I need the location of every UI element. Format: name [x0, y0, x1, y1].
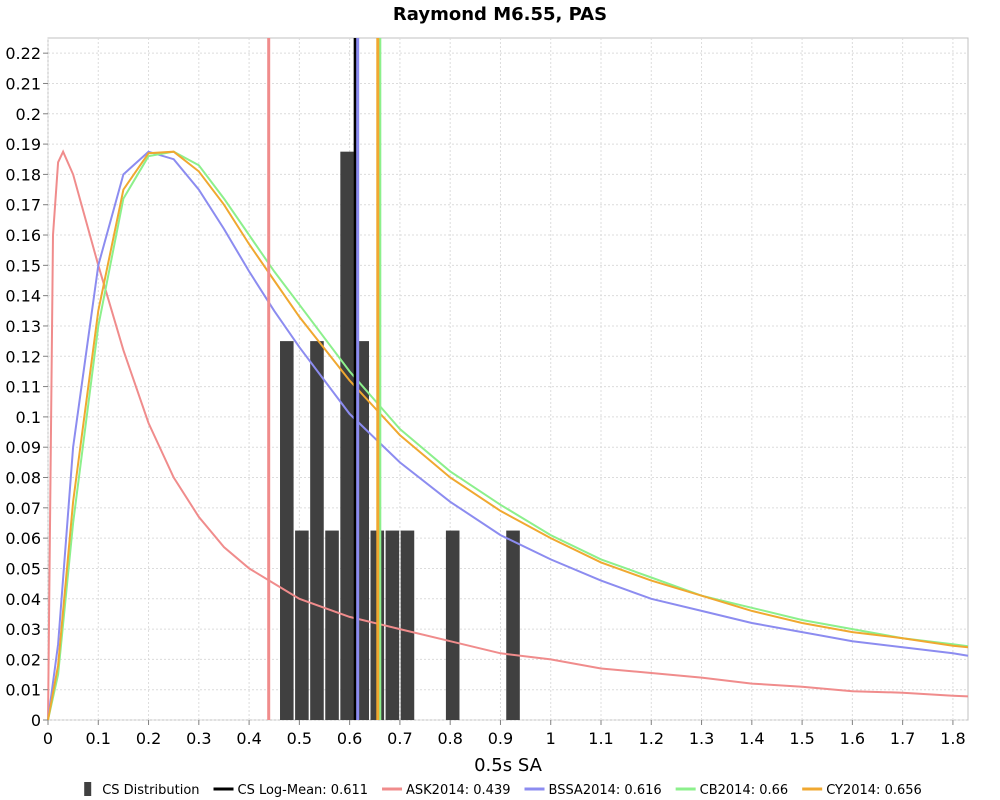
x-tick-label: 0.2: [136, 729, 161, 748]
y-tick-label: 0.11: [5, 378, 41, 397]
x-tick-label: 1.3: [689, 729, 714, 748]
x-axis-label: 0.5s SA: [474, 755, 542, 776]
histogram-bar: [295, 530, 309, 720]
x-tick-label: 1.8: [940, 729, 965, 748]
curve-cy2014: [47, 150, 969, 721]
y-tick-label: 0.13: [5, 317, 41, 336]
x-tick-label: 0.1: [86, 729, 111, 748]
y-tick-label: 0.1: [16, 408, 41, 427]
x-tick-label: 1: [546, 729, 556, 748]
histogram-bar: [445, 530, 460, 720]
x-tick-label: 1.7: [890, 729, 915, 748]
y-tick-label: 0.17: [5, 196, 41, 215]
legend-swatch-cs-distribution: [84, 782, 92, 796]
y-tick-label: 0.14: [5, 287, 41, 306]
x-tick-label: 0.4: [236, 729, 261, 748]
y-tick-label: 0.16: [5, 226, 41, 245]
y-tick-label: 0.06: [5, 529, 41, 548]
y-tick-label: 0.18: [5, 165, 41, 184]
distribution-curves: [47, 149, 969, 721]
y-tick-label: 0.09: [5, 438, 41, 457]
x-tick-label: 0.7: [387, 729, 412, 748]
y-tick-label: 0.19: [5, 135, 41, 154]
y-tick-label: 0.03: [5, 620, 41, 639]
legend-entry-label: ASK2014: 0.439: [406, 783, 510, 798]
legend-entry-label: CS Log-Mean: 0.611: [238, 783, 369, 798]
y-tick-label: 0.21: [5, 74, 41, 93]
x-tick-label: 0: [43, 729, 53, 748]
y-tick-label: 0.05: [5, 559, 41, 578]
histogram-bar: [310, 341, 324, 720]
x-tick-label: 0.5: [287, 729, 312, 748]
histogram-bar: [280, 341, 294, 720]
x-tick-label: 0.9: [488, 729, 513, 748]
curve-bssa2014: [47, 150, 969, 721]
histogram-bar: [385, 530, 400, 720]
y-tick-label: 0.12: [5, 347, 41, 366]
histogram-bar: [340, 151, 354, 720]
legend-entry-label: CY2014: 0.656: [826, 783, 922, 798]
x-tick-label: 0.6: [337, 729, 362, 748]
y-tick-label: 0.01: [5, 681, 41, 700]
histogram-bar: [506, 530, 520, 720]
x-tick-label: 1.2: [639, 729, 664, 748]
y-tick-label: 0.07: [5, 499, 41, 518]
y-tick-label: 0.02: [5, 650, 41, 669]
x-tick-label: 0.3: [186, 729, 211, 748]
x-axis-ticks: 0 0.1 0.2 0.3 0.4 0.5 0.6 0.7 0.8 0.9 1 1.1 1.2 1.3 1.…: [43, 720, 966, 748]
mean-lines: [267, 38, 382, 720]
curve-cb2014: [47, 150, 969, 721]
curve-ask2014: [47, 149, 969, 721]
y-tick-label: 0.15: [5, 256, 41, 275]
histogram-bar: [400, 530, 415, 720]
legend: CS Distribution CS Log-Mean: 0.611 ASK2014…: [84, 782, 922, 798]
x-tick-label: 0.8: [437, 729, 462, 748]
legend-entry-label: CB2014: 0.66: [700, 783, 789, 798]
histogram-bar: [325, 530, 339, 720]
y-axis-ticks: 0 0.01 0.02 0.03 0.04 0.05 0.06 0.07 0.08 0.09 0.1…: [5, 44, 48, 730]
chart-title: Raymond M6.55, PAS: [393, 4, 607, 25]
y-tick-label: 0.04: [5, 590, 41, 609]
y-tick-label: 0: [31, 711, 41, 730]
y-tick-label: 0.2: [16, 105, 41, 124]
x-tick-label: 1.6: [840, 729, 865, 748]
x-tick-label: 1.4: [739, 729, 764, 748]
y-tick-label: 0.08: [5, 469, 41, 488]
x-tick-label: 1.1: [588, 729, 613, 748]
legend-entry-label: BSSA2014: 0.616: [549, 783, 662, 798]
x-tick-label: 1.5: [789, 729, 814, 748]
y-tick-label: 0.22: [5, 44, 41, 63]
legend-entry-label: CS Distribution: [102, 783, 199, 798]
